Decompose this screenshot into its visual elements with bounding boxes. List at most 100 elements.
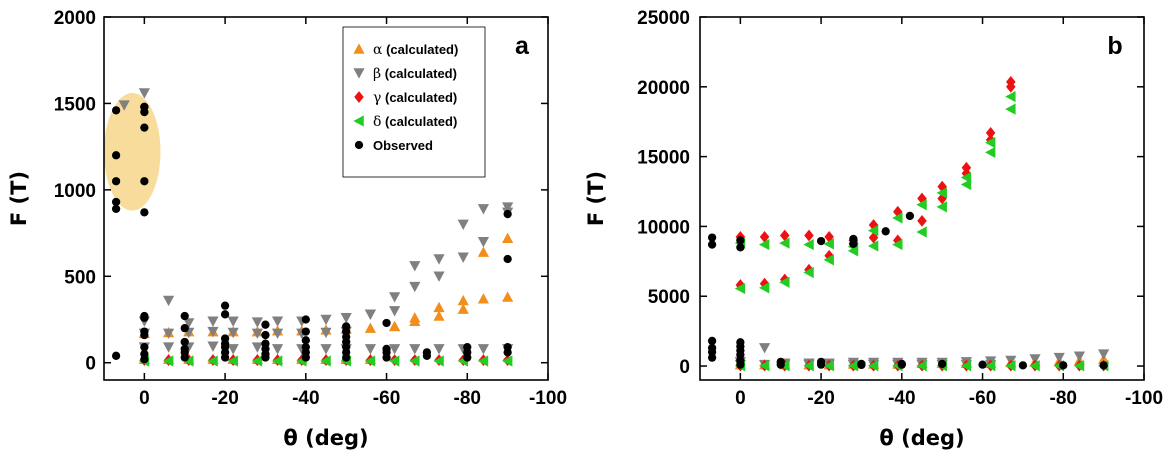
data-point-s4-14 [111, 151, 121, 160]
data-point-s2-1 [759, 231, 770, 243]
data-point-s3-7 [892, 212, 903, 224]
panel-label: a [515, 32, 530, 60]
legend-text: (calculated) [381, 114, 457, 129]
data-point-s3-22 [936, 201, 947, 213]
data-point-s4-56 [422, 351, 432, 360]
data-point-s0-29 [409, 312, 421, 323]
data-point-s4-1 [140, 313, 149, 322]
data-point-s1-13 [433, 271, 445, 282]
data-point-s1-4 [227, 316, 239, 327]
data-point-s3-31 [847, 360, 859, 372]
data-point-s3-14 [758, 282, 770, 294]
data-point-s4-25 [1059, 361, 1068, 370]
data-point-s3-2 [183, 355, 194, 367]
data-point-s1-47 [433, 344, 445, 355]
y-tick-label: 25000 [637, 8, 690, 29]
data-point-s4-22 [938, 359, 947, 369]
plot-frame [699, 16, 1145, 381]
data-point-s2-2 [780, 229, 790, 242]
data-point-s4-12 [140, 102, 149, 112]
legend-text: Observed [373, 138, 433, 153]
data-point-s3-30 [823, 360, 834, 372]
data-point-s0-28 [389, 320, 401, 332]
panel-b: 0 -20 -40 -60 -80 -100 0 5000 10000 15000 20000 250… [584, 8, 1163, 450]
data-point-s3-24 [985, 146, 996, 159]
data-point-s3-17 [823, 254, 834, 266]
legend-text: (calculated) [381, 66, 457, 81]
data-point-s1-38 [227, 344, 239, 355]
data-point-s4-0 [736, 236, 745, 245]
data-point-s4-43 [301, 353, 310, 362]
x-tick-label: -40 [292, 388, 319, 409]
data-point-s3-2 [779, 237, 790, 249]
x-tick-label: -100 [529, 388, 567, 409]
y-axis-title: F (T) [584, 171, 608, 226]
data-point-s1-22 [251, 328, 263, 339]
data-point-s0-31 [457, 294, 469, 306]
data-point-s4-21 [180, 337, 189, 347]
y-tick-label: 0 [679, 357, 690, 378]
data-point-s4-32 [261, 320, 270, 329]
data-point-s4-13 [707, 353, 717, 362]
y-tick-label: 15000 [637, 148, 690, 169]
data-point-s1-15 [477, 236, 490, 248]
data-point-s0-15 [477, 293, 490, 304]
data-point-s4-21 [897, 360, 906, 369]
legend-marker [354, 91, 364, 103]
data-point-s1-6 [271, 316, 284, 327]
y-tick-label: 1000 [54, 181, 96, 202]
data-point-s3-21 [916, 226, 927, 238]
data-point-s3-10 [364, 355, 376, 367]
data-point-s3-9 [936, 187, 947, 199]
data-point-s1-35 [162, 342, 175, 353]
data-point-s3-11 [389, 355, 400, 367]
data-point-s3-37 [985, 360, 996, 372]
panel-a: 0 -20 -40 -60 -80 -100 0 500 1000 1500 2000 θ (deg)… [7, 8, 567, 450]
legend-label: γ (calculated) [373, 90, 457, 106]
data-point-s1-5 [251, 317, 263, 328]
x-tick-label: 0 [735, 388, 746, 409]
data-point-s4-19 [857, 360, 866, 370]
data-point-s1-32 [477, 204, 490, 215]
data-point-s3-3 [207, 355, 218, 367]
data-point-s3-41 [1073, 360, 1085, 372]
legend-symbol: α [373, 42, 383, 58]
x-tick-label: -80 [1050, 388, 1077, 409]
data-point-s4-60 [503, 209, 512, 219]
data-point-s2-21 [917, 214, 927, 227]
y-tick-label: 10000 [637, 217, 690, 238]
data-point-s4-20 [180, 324, 189, 333]
legend-symbol: δ [373, 114, 381, 130]
legend-box [342, 26, 486, 178]
data-point-s3-13 [734, 282, 746, 295]
data-point-s4-6 [140, 355, 149, 364]
x-tick-label: -80 [454, 388, 481, 409]
data-point-s4-40 [301, 336, 310, 345]
data-point-s4-38 [301, 315, 310, 324]
y-tick-label: 1500 [54, 94, 96, 115]
data-point-s4-24 [180, 353, 189, 362]
data-point-s4-29 [849, 239, 858, 249]
data-point-s1-23 [271, 328, 284, 339]
data-point-s1-15 [1073, 351, 1086, 362]
data-point-s3-25 [1005, 103, 1016, 115]
data-point-s4-13 [111, 106, 121, 115]
data-markers [707, 76, 1110, 372]
data-point-s1-52 [118, 100, 130, 111]
data-point-s3-18 [847, 245, 859, 257]
legend-text: (calculated) [382, 42, 458, 57]
data-point-s0-33 [502, 232, 514, 244]
data-point-s4-7 [736, 360, 745, 369]
data-point-s4-19 [180, 311, 189, 321]
data-point-s3-12 [409, 355, 420, 367]
data-point-s2-25 [1006, 80, 1016, 93]
data-point-s4-1 [736, 243, 745, 252]
data-point-s3-15 [779, 276, 790, 288]
data-point-s0-10 [364, 322, 376, 333]
data-point-s3-38 [1005, 360, 1016, 372]
data-point-s3-4 [227, 355, 238, 367]
data-point-s1-21 [227, 327, 239, 339]
y-axis-title: F (T) [7, 171, 31, 226]
data-point-s1-51 [138, 88, 150, 99]
